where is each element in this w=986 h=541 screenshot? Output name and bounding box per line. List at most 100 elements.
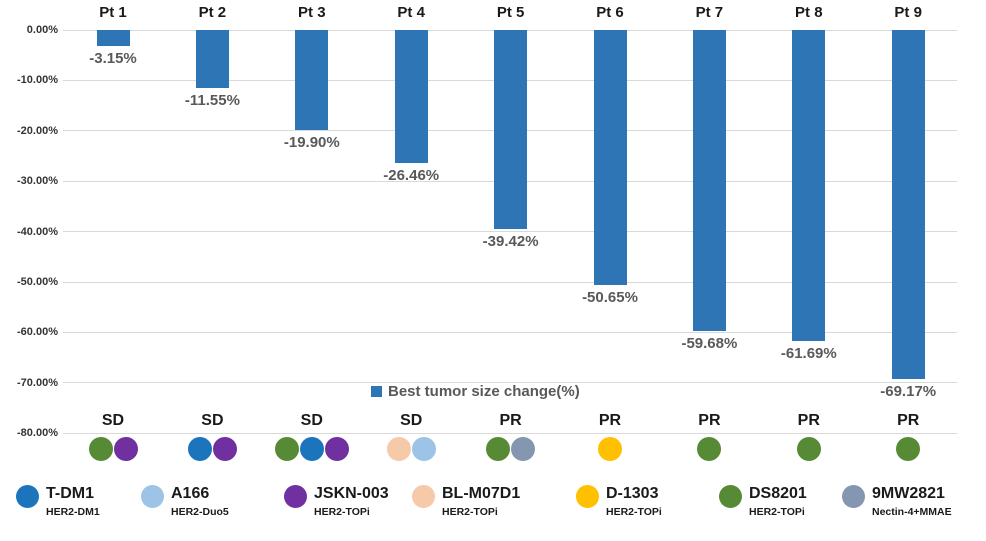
legend-drug-name: T-DM1 (46, 485, 94, 502)
y-axis-tick-label: -50.00% (17, 276, 58, 288)
bar (593, 30, 627, 286)
legend-drug-target: HER2-TOPi (749, 506, 805, 518)
legend-drug-name: D-1303 (606, 485, 659, 502)
category-label: Pt 2 (198, 4, 227, 21)
legend-dot-icon (576, 485, 599, 508)
treatment-dot-group (486, 437, 536, 461)
legend-item-9mw2821: 9MW2821 Nectin-4+MMAE (842, 484, 952, 518)
legend-dot-icon (842, 485, 865, 508)
legend-text-block: BL-M07D1 HER2-TOPi (442, 484, 520, 518)
bar (792, 30, 826, 341)
treatment-dot-bl-m07d1 (386, 437, 411, 461)
legend-dot-icon (719, 485, 742, 508)
gridline (63, 432, 957, 434)
y-axis-tick-label: -40.00% (17, 225, 58, 238)
response-status-label: SD (101, 412, 125, 429)
legend-drug-target: HER2-DM1 (46, 506, 100, 518)
legend-drug-target: HER2-TOPi (314, 506, 370, 518)
legend-item-bl-m07d1: BL-M07D1 HER2-TOPi (412, 484, 520, 518)
response-status-label: PR (598, 412, 622, 429)
response-status-label: PR (797, 412, 820, 429)
response-status-label: SD (201, 412, 224, 429)
bar-value-label: -61.69% (780, 344, 837, 362)
legend-text-block: DS8201 HER2-TOPi (749, 484, 807, 518)
series-legend-marker-icon (371, 386, 382, 397)
y-axis-tick-label: -80.00% (17, 427, 58, 440)
legend-dot-icon (412, 485, 435, 508)
bar-value-label: -19.90% (283, 134, 340, 152)
legend-dot-icon (284, 485, 307, 508)
response-status-label: SD (300, 412, 323, 429)
bar-value-label: -59.68% (681, 334, 738, 352)
bar-value-label: -26.46% (383, 167, 440, 185)
treatment-dot-ds8201 (486, 437, 511, 461)
response-status-label: PR (499, 412, 522, 429)
legend-drug-name: DS8201 (749, 485, 807, 502)
bar (295, 30, 329, 131)
legend-drug-name: BL-M07D1 (442, 485, 521, 502)
treatment-dot-jskn-003 (113, 437, 138, 461)
y-axis-tick-label: -60.00% (17, 326, 58, 339)
treatment-dot-t-dm1 (187, 437, 212, 461)
legend-drug-target: Nectin-4+MMAE (872, 506, 952, 518)
gridline (63, 331, 957, 333)
treatment-dot-group (598, 437, 622, 461)
treatment-dot-9mw2821 (511, 437, 536, 461)
bar-value-label: -39.42% (482, 232, 539, 250)
treatment-dot-jskn-003 (324, 437, 349, 461)
treatment-dot-ds8201 (896, 437, 921, 461)
legend-item-t-dm1: T-DM1 HER2-DM1 (16, 484, 100, 518)
bar (891, 30, 925, 379)
treatment-dot-jskn-003 (212, 437, 237, 461)
bar-value-label: -50.65% (582, 289, 638, 307)
treatment-dot-t-dm1 (299, 437, 324, 461)
gridline (63, 382, 957, 384)
treatment-dot-group (88, 437, 138, 461)
bar-value-label: -69.17% (880, 382, 937, 400)
y-axis-tick-label: -70.00% (17, 376, 58, 389)
bar-value-label: -11.55% (184, 92, 240, 110)
category-label: Pt 4 (397, 4, 425, 21)
treatment-dot-group (386, 437, 436, 461)
treatment-dot-a166 (411, 437, 436, 461)
legend-text-block: T-DM1 HER2-DM1 (46, 484, 100, 518)
bar (692, 30, 726, 331)
category-label: Pt 8 (795, 4, 823, 21)
response-status-label: PR (698, 412, 721, 429)
treatment-dot-group (796, 437, 821, 461)
legend-drug-name: 9MW2821 (872, 485, 945, 502)
y-axis-tick-label: 0.00% (26, 24, 58, 36)
treatment-dot-group (187, 437, 237, 461)
y-axis-tick-label: -10.00% (17, 74, 58, 87)
treatment-dot-group (274, 437, 349, 461)
legend-drug-target: HER2-Duo5 (171, 506, 229, 518)
category-label: Pt 1 (99, 4, 127, 21)
treatment-dot-group (896, 437, 921, 461)
treatment-dot-ds8201 (796, 437, 821, 461)
legend-item-jskn-003: JSKN-003 HER2-TOPi (284, 484, 389, 518)
legend-drug-target: HER2-TOPi (606, 506, 662, 518)
treatment-dot-d-1303 (598, 437, 622, 461)
legend-text-block: JSKN-003 HER2-TOPi (314, 484, 389, 518)
bar (96, 30, 130, 46)
bar (195, 30, 229, 89)
legend-text-block: D-1303 HER2-TOPi (606, 484, 662, 518)
treatment-dot-ds8201 (697, 437, 722, 461)
legend-item-ds8201: DS8201 HER2-TOPi (719, 484, 807, 518)
category-label: Pt 7 (695, 4, 724, 21)
category-label: Pt 3 (298, 4, 326, 21)
legend-dot-icon (141, 485, 164, 508)
legend-drug-name: JSKN-003 (314, 485, 389, 502)
series-legend: Best tumor size change(%) (371, 383, 580, 400)
legend-drug-name: A166 (171, 485, 210, 502)
treatment-dot-group (697, 437, 722, 461)
legend-text-block: 9MW2821 Nectin-4+MMAE (872, 484, 952, 518)
legend-text-block: A166 HER2-Duo5 (171, 484, 229, 518)
legend-dot-icon (16, 485, 39, 508)
bar (394, 30, 428, 164)
y-axis-tick-label: -30.00% (17, 175, 58, 188)
legend-item-d-1303: D-1303 HER2-TOPi (576, 484, 662, 518)
response-status-label: SD (400, 412, 423, 429)
gridline (63, 281, 957, 283)
